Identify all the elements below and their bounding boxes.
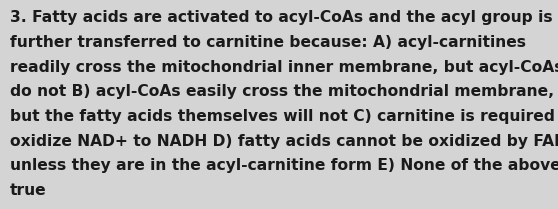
Text: unless they are in the acyl-carnitine form E) None of the above is: unless they are in the acyl-carnitine fo… xyxy=(10,158,558,173)
Text: 3. Fatty acids are activated to acyl-CoAs and the acyl group is: 3. Fatty acids are activated to acyl-CoA… xyxy=(10,10,552,25)
Text: but the fatty acids themselves will not C) carnitine is required to: but the fatty acids themselves will not … xyxy=(10,109,558,124)
Text: oxidize NAD+ to NADH D) fatty acids cannot be oxidized by FAD: oxidize NAD+ to NADH D) fatty acids cann… xyxy=(10,134,558,149)
Text: true: true xyxy=(10,183,47,198)
Text: further transferred to carnitine because: A) acyl-carnitines: further transferred to carnitine because… xyxy=(10,35,526,50)
Text: do not B) acyl-CoAs easily cross the mitochondrial membrane,: do not B) acyl-CoAs easily cross the mit… xyxy=(10,84,554,99)
Text: readily cross the mitochondrial inner membrane, but acyl-CoAs: readily cross the mitochondrial inner me… xyxy=(10,60,558,75)
